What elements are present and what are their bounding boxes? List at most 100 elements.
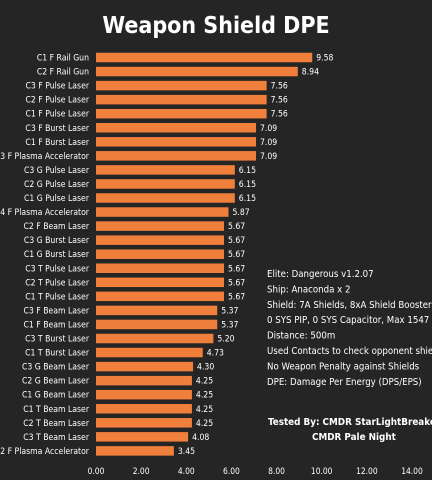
bar	[96, 432, 189, 442]
note-line: Ship: Anaconda x 2	[267, 284, 351, 295]
bar	[96, 193, 235, 203]
bar	[96, 361, 194, 372]
bar	[96, 291, 224, 302]
x-tick-label: 0.00	[88, 466, 105, 476]
note-line: Elite: Dangerous v1.2.07	[267, 269, 374, 280]
x-tick-label: 10.00	[311, 466, 333, 476]
category-label: C1 F Rail Gun	[37, 54, 89, 64]
note-line: DPE: Damage Per Energy (DPS/EPS)	[267, 377, 422, 388]
category-label: C1 T Beam Laser	[23, 405, 90, 415]
value-label: 7.09	[260, 138, 277, 148]
x-tick-label: 8.00	[268, 466, 285, 476]
category-label: C2 G Beam Laser	[22, 377, 90, 387]
value-label: 7.09	[260, 152, 277, 162]
value-label: 5.20	[217, 335, 234, 345]
credit-line: CMDR Pale Night	[312, 432, 397, 443]
chart-title: Weapon Shield DPE	[102, 13, 329, 39]
value-label: 7.56	[271, 110, 288, 120]
category-label: C3 F Plasma Accelerator	[0, 152, 90, 162]
category-label: C1 T Burst Laser	[25, 349, 90, 359]
bar	[96, 221, 224, 231]
category-label: C3 T Beam Laser	[23, 433, 90, 443]
category-label: C1 F Beam Laser	[24, 320, 90, 330]
category-label: C1 G Pulse Laser	[24, 194, 90, 204]
value-label: 7.56	[271, 96, 288, 106]
bar	[96, 207, 229, 217]
note-line: Shield: 7A Shields, 8xA Shield Boosters	[267, 300, 432, 311]
bar	[96, 249, 224, 259]
bar	[96, 404, 192, 414]
value-label: 3.45	[178, 447, 195, 457]
notes: Elite: Dangerous v1.2.07 Ship: Anaconda x…	[267, 269, 432, 388]
x-tick-label: 14.00	[401, 466, 423, 476]
category-label: C1 F Pulse Laser	[26, 110, 90, 120]
bar	[96, 66, 298, 77]
bar	[96, 52, 313, 63]
category-label: C1 F Burst Laser	[25, 138, 89, 148]
bar	[96, 94, 267, 105]
category-label: C2 F Beam Laser	[24, 222, 90, 232]
category-label: C2 F Rail Gun	[37, 68, 89, 78]
value-label: 4.25	[196, 419, 213, 429]
x-axis-tick-labels: 0.00 2.00 4.00 6.00 8.00 10.00 12.00 14.00	[88, 466, 423, 476]
value-label: 7.56	[271, 82, 288, 92]
x-tick-label: 12.00	[356, 466, 378, 476]
bar	[96, 179, 235, 189]
value-label: 6.15	[239, 180, 256, 190]
value-label: 5.67	[228, 250, 245, 260]
value-label: 6.15	[239, 194, 256, 204]
value-label: 8.94	[302, 68, 319, 78]
bar	[96, 389, 192, 400]
bar	[96, 80, 267, 91]
category-label: C2 F Plasma Accelerator	[0, 447, 90, 457]
category-label: C3 T Pulse Laser	[25, 264, 90, 274]
value-label: 5.67	[228, 278, 245, 288]
category-label: C2 G Pulse Laser	[24, 180, 90, 190]
value-label: 5.87	[232, 208, 249, 218]
x-tick-label: 6.00	[223, 466, 240, 476]
bar	[96, 347, 203, 358]
bar	[96, 319, 218, 330]
value-label: 5.67	[228, 292, 245, 302]
value-label: 4.73	[207, 349, 224, 359]
value-label: 9.58	[316, 54, 333, 64]
bar	[96, 165, 235, 175]
value-label: 4.25	[196, 405, 213, 415]
category-label: C3 G Pulse Laser	[24, 166, 90, 176]
category-label: C3 F Burst Laser	[25, 124, 89, 134]
category-label: C3 F Beam Laser	[24, 306, 90, 316]
note-line: 0 SYS PIP, 0 SYS Capacitor, Max 1547 MJ	[267, 315, 432, 326]
category-label: C1 T Pulse Laser	[25, 292, 90, 302]
category-label: C2 T Beam Laser	[23, 419, 90, 429]
bar	[96, 263, 224, 273]
value-labels: 9.58 8.94 7.56 7.56 7.56 7.09 7.09 7.09 6.15 6.15…	[178, 54, 334, 457]
bar	[96, 418, 192, 428]
note-line: Used Contacts to check opponent shield %	[267, 346, 432, 357]
credits: Tested By: CMDR StarLightBreaker CMDR Pal…	[268, 417, 432, 443]
value-label: 5.37	[221, 306, 238, 316]
value-label: 5.67	[228, 222, 245, 232]
value-label: 4.25	[196, 377, 213, 387]
category-label: C3 G Burst Laser	[24, 236, 90, 246]
value-label: 4.25	[196, 391, 213, 401]
bar	[96, 305, 218, 316]
value-label: 5.67	[228, 264, 245, 274]
bar	[96, 277, 224, 288]
bar	[96, 151, 257, 161]
bar	[96, 108, 267, 119]
bar	[96, 333, 214, 344]
category-labels: C1 F Rail Gun C2 F Rail Gun C3 F Pulse Las…	[0, 54, 90, 457]
bar	[96, 123, 257, 133]
category-label: C2 F Pulse Laser	[26, 96, 90, 106]
value-label: 4.30	[197, 363, 214, 373]
category-label: C3 T Burst Laser	[25, 335, 90, 345]
category-label: C1 G Beam Laser	[22, 391, 90, 401]
value-label: 6.15	[239, 166, 256, 176]
note-line: Distance: 500m	[267, 331, 335, 342]
bars	[96, 52, 313, 456]
value-label: 7.09	[260, 124, 277, 134]
bar	[96, 375, 192, 386]
bar	[96, 446, 174, 456]
category-label: C1 G Burst Laser	[24, 250, 90, 260]
